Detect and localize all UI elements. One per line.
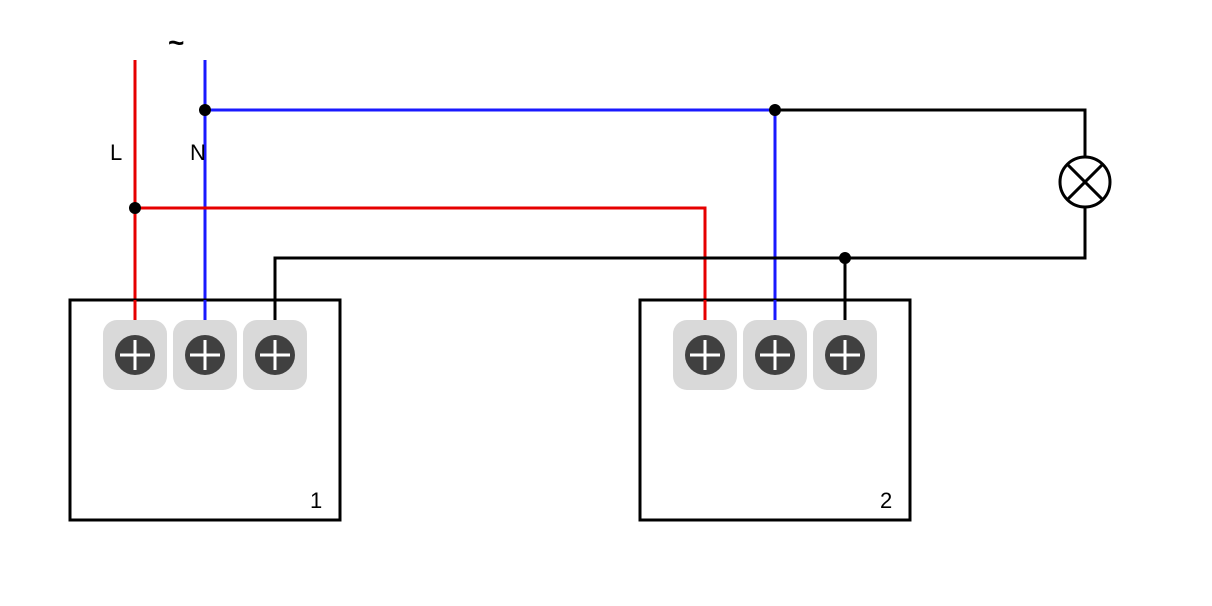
label-N: N [190,140,206,165]
terminal-screw-box2-0 [685,335,725,375]
junction-node-2 [769,104,781,116]
junction-node-0 [199,104,211,116]
wiring-diagram: ~ L N 1 2 [0,0,1212,606]
terminal-screw-box1-1 [185,335,225,375]
lamp-symbol [1060,157,1110,207]
terminal-screw-box1-2 [255,335,295,375]
terminal-screw-box1-0 [115,335,155,375]
device-box-box1 [70,300,340,520]
junction-node-3 [839,252,851,264]
label-ac: ~ [168,27,184,58]
terminal-screw-box2-2 [825,335,865,375]
label-L: L [110,140,122,165]
device-box-box2 [640,300,910,520]
label-box2: 2 [880,488,892,513]
terminal-screw-box2-1 [755,335,795,375]
label-box1: 1 [310,488,322,513]
junction-node-1 [129,202,141,214]
